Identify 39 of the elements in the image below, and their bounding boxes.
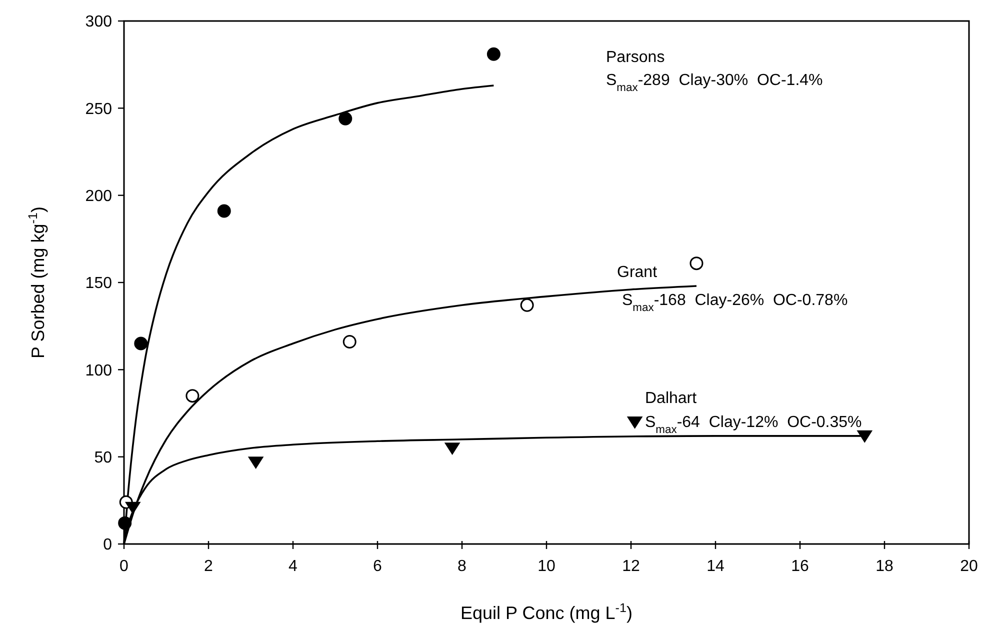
y-tick-label: 100 [85,362,112,380]
point [118,516,132,530]
point [338,112,352,126]
x-tick-label: 18 [876,558,894,575]
x-axis-title: Equil P Conc (mg L$^{-1}$) [460,601,632,623]
y-tick-label: 200 [85,188,112,205]
point [627,416,642,428]
y-tick-label: 250 [85,100,112,118]
y-tick-label: 0 [103,536,112,554]
x-tick-label: 8 [458,558,467,575]
point [248,456,264,469]
annotation: S$_{max}$-64 Clay-12% OC-0.35% [645,414,862,436]
y-tick-label: 300 [85,14,112,31]
x-tick-label: 2 [204,558,214,575]
x-tick-label: 20 [960,558,978,575]
point [217,204,231,218]
point [486,47,500,61]
x-tick-label: 16 [791,558,809,575]
annotation: Parsons [606,49,665,66]
x-tick-label: 12 [622,558,640,575]
annotation: Grant [617,264,658,281]
point [857,430,872,442]
point [690,256,704,270]
point [444,442,460,455]
annotation: S$_{max}$-289 Clay-30% OC-1.4% [606,72,823,94]
point [125,502,140,514]
point [134,336,148,350]
y-tick-label: 50 [94,449,112,466]
x-tick-label: 0 [120,558,129,575]
annotation: Dalhart [645,390,698,407]
point [520,298,534,312]
x-tick-label: 10 [538,558,556,575]
x-tick-label: 6 [373,558,382,575]
point [186,389,200,403]
x-tick-label: 14 [706,558,724,575]
annotation: S$_{max}$-168 Clay-26% OC-0.78% [622,292,848,314]
point [342,335,356,349]
y-tick-label: 150 [85,275,112,292]
x-tick-label: 4 [288,558,298,575]
